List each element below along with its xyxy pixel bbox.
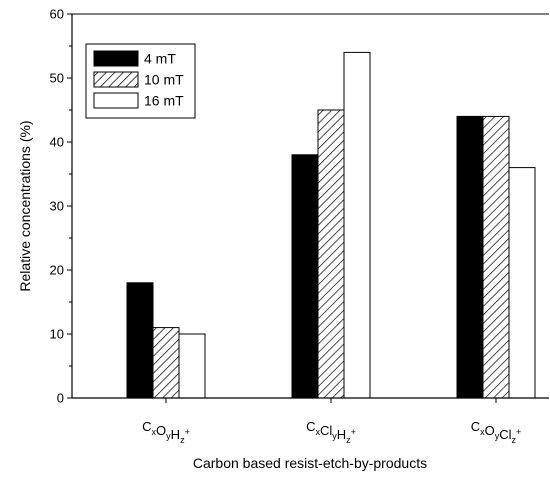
category-label-1: CxOyHz+ [142,419,190,445]
legend-swatch-3 [93,92,139,109]
category-label-3: CxOyClz+ [471,419,522,445]
axis-layer [67,13,549,403]
bar-3-category-3 [508,167,536,399]
bar-1-category-3 [456,115,484,399]
legend-label-3: 16 mT [144,93,184,109]
bar-3-category-1 [178,333,206,399]
bar-2-category-1 [152,327,180,399]
bars-layer [126,51,536,399]
y-tick-label-60: 60 [50,7,64,22]
y-axis-title: Relative concentrations (%) [17,120,33,291]
bar-1-category-2 [291,154,319,399]
bar-2-category-3 [482,115,510,399]
legend-label-1: 4 mT [144,51,176,67]
category-label-2: CxClyHz+ [306,419,356,445]
legend: 4 mT 10 mT 16 mT [85,43,196,119]
y-tick-label-20: 20 [50,263,64,278]
legend-swatch-1 [93,50,139,67]
legend-swatch-2 [93,71,139,88]
legend-label-2: 10 mT [144,72,184,88]
y-tick-label-40: 40 [50,135,64,150]
y-tick-label-0: 0 [57,391,64,406]
x-axis-title: Carbon based resist-etch-by-products [193,455,427,471]
y-tick-label-30: 30 [50,199,64,214]
bar-1-category-1 [126,282,154,399]
y-tick-label-10: 10 [50,327,64,342]
y-tick-label-50: 50 [50,71,64,86]
labels-layer: 0 10 20 30 40 50 60 CxOyHz+ CxClyHz+ CxOyClz+ Carb… [17,7,521,472]
bar-3-category-2 [343,51,371,399]
bar-2-category-2 [317,109,345,399]
